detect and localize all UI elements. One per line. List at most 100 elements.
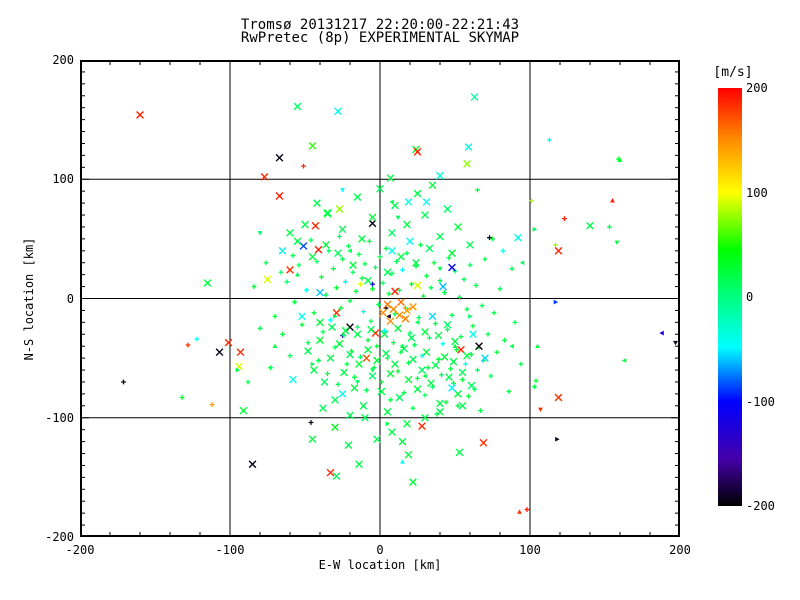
scatter-point-x: [445, 373, 453, 382]
scatter-point-x: [301, 220, 309, 229]
scatter-point-plus: [490, 236, 495, 242]
scatter-point-x: [466, 240, 474, 249]
scatter-point-x: [407, 333, 416, 342]
scatter-point-plus: [494, 349, 500, 355]
scatter-point-triangle: [610, 198, 615, 203]
scatter-point-plus: [529, 198, 534, 204]
y-axis-label: N-S location [km]: [22, 237, 36, 361]
scatter-point-x: [457, 345, 465, 354]
scatter-point-x: [368, 219, 377, 228]
scatter-point-x: [434, 331, 443, 340]
scatter-point-x: [404, 375, 413, 384]
scatter-point-plus: [346, 243, 351, 249]
scatter-point-plus: [121, 379, 126, 385]
scatter-point-x: [308, 435, 317, 444]
scatter-point-plus: [433, 321, 438, 326]
scatter-point-x: [395, 393, 404, 402]
scatter-point-triangle: [535, 343, 540, 348]
scatter-point-triangle: [257, 231, 263, 236]
scatter-point-x: [383, 268, 392, 277]
scatter-point-triangle: [370, 368, 375, 373]
scatter-point-x: [418, 366, 426, 374]
colorbar-tick-label: -200: [746, 499, 775, 513]
scatter-point-x: [332, 472, 341, 481]
scatter-point-x: [275, 192, 284, 200]
scatter-point-plus: [185, 342, 191, 348]
scatter-point-x: [278, 246, 287, 255]
scatter-point-plus: [518, 361, 524, 367]
x-tick-label: 100: [519, 543, 541, 557]
scatter-point-x: [373, 356, 381, 365]
scatter-point-plus: [335, 381, 341, 387]
scatter-point-plus: [562, 216, 567, 222]
scatter-point-x: [239, 406, 248, 415]
scatter-point-plus: [350, 269, 356, 275]
scatter-point-x: [331, 423, 339, 432]
scatter-point-plus: [418, 242, 423, 248]
scatter-point-plus: [553, 242, 558, 248]
scatter-point-plus: [443, 399, 449, 405]
scatter-point-x: [382, 349, 390, 358]
scatter-point-plus: [194, 336, 200, 342]
scatter-point-x: [379, 308, 387, 317]
scatter-point-x: [298, 312, 306, 321]
scatter-point-plus: [383, 246, 389, 251]
scatter-point-triangle: [347, 248, 352, 254]
scatter-point-plus: [509, 266, 515, 272]
scatter-point-triangle: [386, 313, 391, 319]
scatter-point-triangle: [555, 436, 560, 442]
scatter-point-x: [458, 401, 467, 410]
scatter-point-plus: [547, 137, 552, 143]
scatter-point-x: [431, 361, 440, 370]
scatter-point-plus: [356, 251, 362, 257]
scatter-point-x: [397, 298, 405, 306]
scatter-point-x: [403, 419, 411, 428]
scatter-point-x: [334, 107, 342, 116]
scatter-point-x: [340, 368, 348, 377]
scatter-point-x: [346, 411, 354, 420]
scatter-point-x: [377, 387, 386, 396]
scatter-point-x: [326, 468, 335, 477]
scatter-point-x: [322, 240, 330, 249]
scatter-point-plus: [364, 387, 369, 393]
scatter-point-x: [554, 393, 563, 402]
scatter-point-plus: [278, 269, 284, 275]
scatter-point-plus: [482, 256, 488, 262]
scatter-point-plus: [179, 395, 185, 400]
scatter-point-plus: [532, 384, 537, 390]
x-tick-label: -100: [215, 543, 245, 557]
scatter-point-x: [338, 225, 347, 234]
scatter-point-x: [449, 357, 458, 366]
scatter-point-plus: [365, 337, 371, 343]
scatter-point-plus: [394, 259, 399, 264]
scatter-point-x: [289, 375, 297, 384]
scatter-point-x: [328, 323, 336, 332]
scatter-point-x: [401, 314, 410, 323]
scatter-point-x: [403, 306, 411, 315]
scatter-point-x: [391, 360, 399, 368]
scatter-point-x: [554, 246, 563, 255]
scatter-point-x: [293, 237, 302, 246]
scatter-point-x: [319, 404, 327, 413]
scatter-point-x: [398, 437, 407, 446]
scatter-point-x: [404, 198, 413, 206]
scatter-point-x: [263, 275, 272, 284]
scatter-point-plus: [209, 402, 215, 408]
scatter-point-plus: [358, 354, 363, 360]
scatter-point-x: [203, 279, 212, 287]
scatter-point-plus: [257, 325, 263, 331]
scatter-point-x: [355, 360, 363, 368]
scatter-point-x: [388, 246, 396, 255]
scatter-point-x: [406, 237, 414, 246]
scatter-point-plus: [320, 329, 326, 335]
scatter-point-plus: [407, 330, 413, 336]
scatter-point-x: [422, 348, 431, 357]
scatter-point-plus: [338, 305, 344, 311]
scatter-point-x: [388, 229, 396, 237]
scatter-point-x: [224, 338, 233, 347]
scatter-point-x: [367, 325, 375, 334]
scatter-point-x: [248, 460, 257, 469]
scatter-point-plus: [473, 282, 479, 288]
x-tick-label: 200: [669, 543, 691, 557]
scatter-point-plus: [299, 322, 305, 328]
